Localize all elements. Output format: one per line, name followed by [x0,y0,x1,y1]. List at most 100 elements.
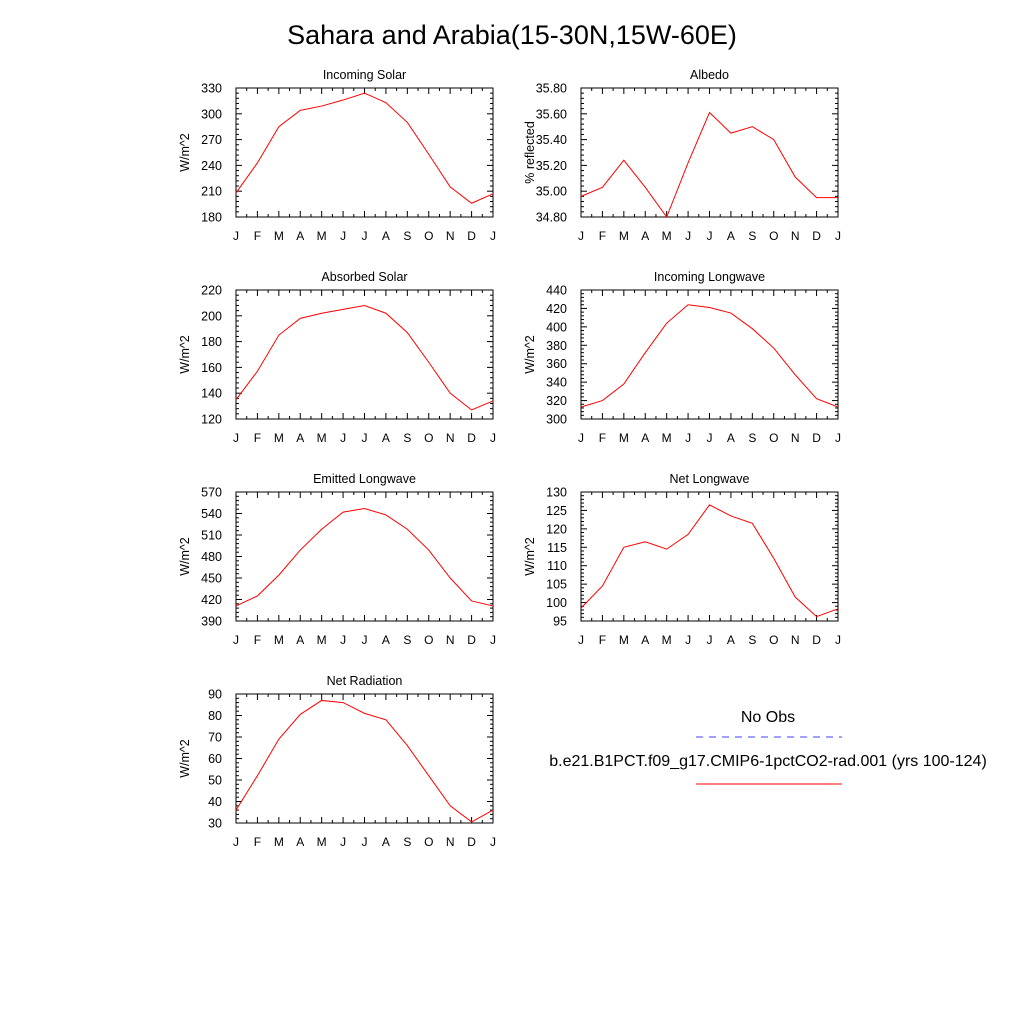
y-tick-label: 110 [547,559,567,573]
y-tick-label: 420 [201,593,222,607]
series-line [235,92,494,204]
y-tick-label: 180 [201,211,222,225]
x-tick-label: M [662,431,672,445]
y-tick-label: 180 [201,335,222,349]
x-tick-label: F [599,633,606,647]
x-tick-label: D [812,633,821,647]
y-tick-label: 510 [201,529,222,543]
y-tick-label: 80 [208,709,222,723]
x-tick-label: A [382,633,390,647]
y-axis-label: W/m^2 [523,537,537,576]
x-tick-label: N [446,229,455,243]
x-tick-label: O [769,229,778,243]
x-tick-label: M [619,229,629,243]
x-tick-label: O [769,633,778,647]
y-tick-label: 210 [201,185,222,199]
x-tick-label: F [599,229,606,243]
y-tick-label: 35.60 [536,107,567,121]
x-tick-label: A [727,431,735,445]
x-tick-label: S [748,633,756,647]
x-tick-label: N [446,835,455,849]
panel-title: Net Radiation [327,674,403,688]
panel-title: Absorbed Solar [321,270,407,284]
y-axis-label: % reflected [523,121,537,184]
y-tick-label: 240 [201,159,222,173]
plot-frame [235,491,494,622]
x-tick-label: J [490,229,496,243]
x-tick-label: J [707,633,713,647]
x-tick-label: D [812,431,821,445]
x-tick-label: A [641,229,649,243]
y-tick-label: 360 [546,357,567,371]
x-tick-label: J [362,229,368,243]
panel-incoming-longwave: J F M A M J J A S O N D J300320340360380400420440Inc… [523,270,841,445]
y-tick-label: 480 [201,550,222,564]
x-tick-label: J [340,229,346,243]
y-axis-label: W/m^2 [178,335,192,374]
panel-albedo: J F M A M J J A S O N D J34.8035.0035.2035.4035.6035… [523,68,841,243]
x-tick-label: A [382,229,390,243]
y-tick-label: 380 [546,339,567,353]
y-axis-label: W/m^2 [178,739,192,778]
panel-title: Emitted Longwave [313,472,416,486]
legend-obs-label: No Obs [741,709,795,726]
legend-case-label: b.e21.B1PCT.f09_g17.CMIP6-1pctCO2-rad.00… [549,753,987,770]
x-tick-label: N [446,633,455,647]
x-tick-label: J [835,633,841,647]
x-tick-label: M [317,633,327,647]
y-tick-label: 300 [201,107,222,121]
x-tick-label: J [233,229,239,243]
x-tick-label: J [490,835,496,849]
x-tick-label: A [641,633,649,647]
x-tick-label: J [685,633,691,647]
y-tick-label: 34.80 [536,211,567,225]
y-tick-label: 300 [546,413,567,427]
x-tick-label: S [748,431,756,445]
x-tick-label: M [274,633,284,647]
chart-panels: J F M A M J J A S O N D J180210240270300330Incoming … [178,68,841,849]
x-tick-label: S [403,835,411,849]
x-tick-label: A [296,633,304,647]
panel-emitted-longwave: J F M A M J J A S O N D J390420450480510540570Emitte… [178,472,496,647]
x-tick-label: J [835,431,841,445]
plot-frame [235,87,494,218]
x-tick-label: F [254,633,261,647]
legend: No Obs b.e21.B1PCT.f09_g17.CMIP6-1pctCO2… [549,709,987,785]
x-tick-label: S [748,229,756,243]
y-tick-label: 100 [546,596,567,610]
panel-title: Net Longwave [670,472,750,486]
y-tick-label: 40 [208,795,222,809]
x-tick-label: A [727,633,735,647]
y-tick-label: 50 [208,774,222,788]
x-tick-label: M [662,229,672,243]
x-tick-label: J [340,431,346,445]
x-tick-label: D [467,229,476,243]
x-tick-label: O [424,431,433,445]
y-axis-label: W/m^2 [178,133,192,172]
x-tick-label: J [490,431,496,445]
y-tick-label: 420 [546,302,567,316]
x-tick-label: J [340,835,346,849]
x-tick-label: A [296,431,304,445]
y-tick-label: 115 [547,541,567,555]
x-tick-label: J [685,229,691,243]
y-tick-label: 330 [201,82,222,96]
plot-frame [580,289,839,420]
panel-net-longwave: J F M A M J J A S O N D J95100105110115120125130Net … [523,472,841,647]
y-tick-label: 125 [546,504,567,518]
y-tick-label: 35.40 [536,133,567,147]
panel-absorbed-solar: J F M A M J J A S O N D J120140160180200220Absorbed … [178,270,496,445]
x-tick-label: M [317,431,327,445]
x-tick-label: J [685,431,691,445]
y-tick-label: 540 [201,507,222,521]
x-tick-label: M [619,431,629,445]
x-tick-label: D [467,835,476,849]
x-tick-label: A [641,431,649,445]
x-tick-label: N [791,431,800,445]
x-tick-label: N [791,229,800,243]
y-axis-label: W/m^2 [178,537,192,576]
x-tick-label: F [254,431,261,445]
x-tick-label: J [490,633,496,647]
figure-title: Sahara and Arabia(15-30N,15W-60E) [287,20,737,50]
